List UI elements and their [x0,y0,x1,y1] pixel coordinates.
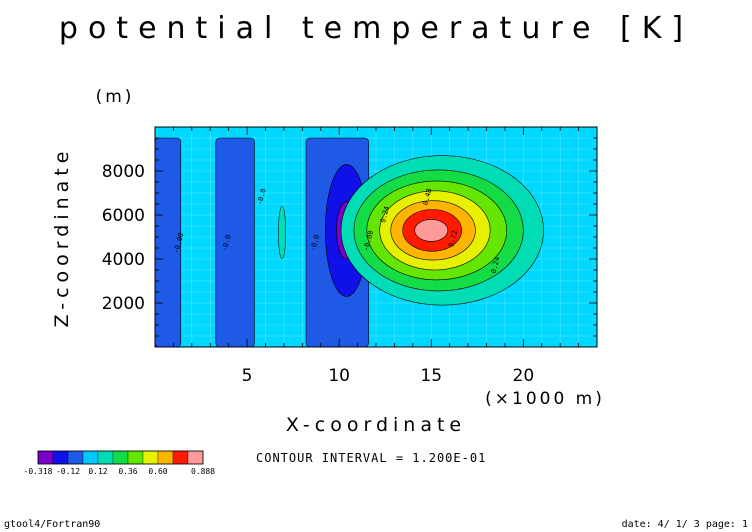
colorbar-cell [67,450,84,465]
colorbar-cell [97,450,114,465]
colorbar-tick-label: 0.888 [191,467,215,476]
contour-interval-text: CONTOUR INTERVAL = 1.200E-01 [256,451,486,465]
colorbar-cell [172,450,189,465]
colorbar-cell [127,450,144,465]
negative-band [215,137,255,347]
x-tick-label: 20 [513,366,535,386]
footer-right: date: 4/ 1/ 3 page: 1 [622,519,748,530]
small-positive-lens [278,205,287,260]
x-tick-label: 5 [242,366,253,386]
x-unit-label: (×1000 m) [485,389,605,409]
chart-title: potential temperature [K] [59,11,693,46]
footer-left: gtool4/Fortran90 [4,519,100,530]
colorbar-tick-label: 0.12 [88,467,107,476]
y-tick-label: 2000 [102,294,145,314]
colorbar-cell [37,450,54,465]
x-tick-label: 10 [328,366,350,386]
y-unit-label: (m) [96,87,135,107]
colorbar-tick-label: 0.60 [148,467,167,476]
colorbar-tick-label: 0.36 [118,467,137,476]
colorbar-cell [157,450,174,465]
negative-band [155,137,182,347]
x-tick-label: 15 [420,366,442,386]
colorbar-cell [82,450,99,465]
colorbar-cell [187,450,204,465]
colorbar-tick-label: -0.12 [56,467,80,476]
x-axis-label: X-coordinate [286,414,466,436]
colorbar: -0.318 -0.12 0.12 0.36 0.60 0.888 [24,450,215,476]
colorbar-tick-label: -0.318 [24,467,53,476]
y-tick-label: 6000 [102,206,145,226]
colorbar-cell [142,450,159,465]
colorbar-cell [52,450,69,465]
colorbar-cell [112,450,129,465]
colorbar-frame [37,450,204,465]
y-tick-label: 4000 [102,250,145,270]
warm-bubble-contour [414,219,449,242]
y-tick-label: 8000 [102,162,145,182]
y-axis-label: Z-coordinate [51,147,73,328]
plot-area: -0.00 -0.0-0.0-0.0 -0.000.240.480.720.24 [155,127,597,347]
